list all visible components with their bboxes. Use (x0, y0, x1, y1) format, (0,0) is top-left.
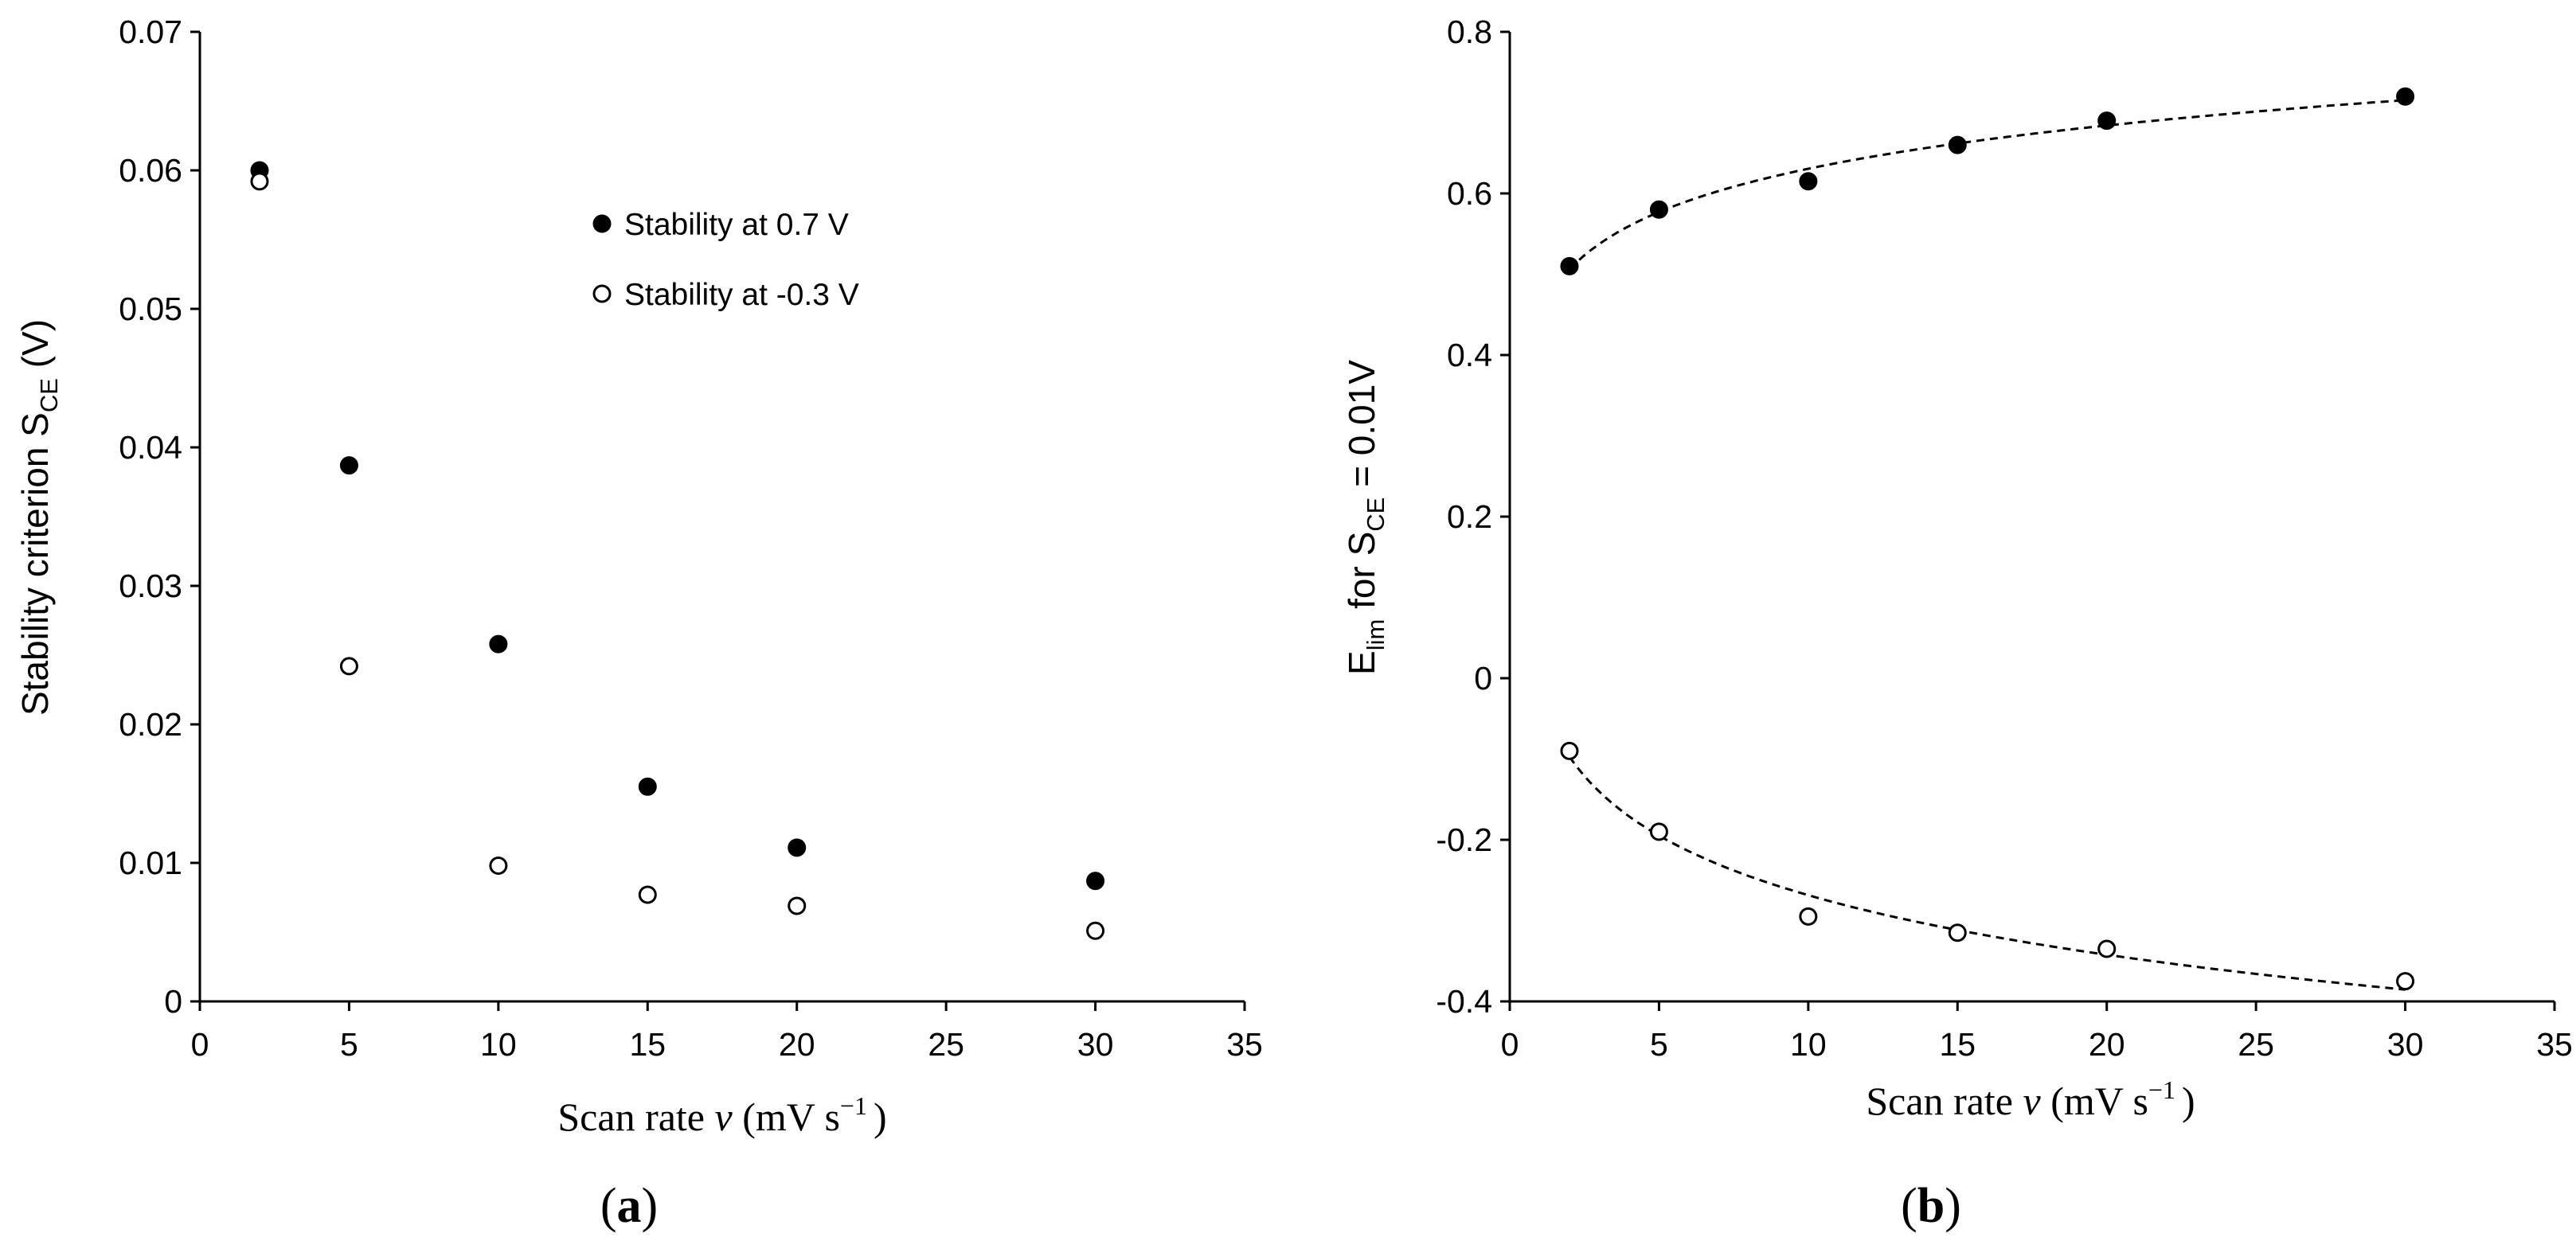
panel-a-x-ticks: 0 5 10 15 20 25 30 35 (191, 1001, 1263, 1063)
panel-b-x-label: Scan rate ν (mV s−1) (1866, 1075, 2195, 1123)
x-tick-label: 5 (340, 1026, 358, 1063)
x-tick-label: 15 (1939, 1026, 1976, 1063)
panel-b-caption: (b) (1901, 1179, 1961, 1233)
panel-a-legend: Stability at 0.7 V Stability at -0.3 V (592, 208, 859, 312)
data-point-filled (339, 456, 358, 475)
data-point-open (1799, 907, 1818, 926)
x-tick-label: 25 (928, 1026, 964, 1063)
y-tick-label: 0 (1474, 660, 1492, 697)
panel-a: 0 0.01 0.02 0.03 0.04 0.05 0.06 0.07 0 5 10 15 20 25… (14, 14, 1263, 1233)
y-tick-label: 0.06 (119, 152, 182, 189)
panel-b-markers (1560, 87, 2415, 991)
data-point-open (489, 856, 508, 875)
y-tick-label: 0.01 (119, 845, 182, 881)
panel-a-markers (250, 161, 1105, 940)
y-tick-label: 0.6 (1447, 175, 1492, 212)
data-point-filled (489, 634, 508, 654)
panel-b-y-label: Elim for SCE = 0.01V (1341, 360, 1390, 675)
y-tick-label: 0.03 (119, 568, 182, 604)
x-tick-label: 0 (1501, 1026, 1519, 1063)
data-point-filled (1649, 200, 1668, 219)
x-tick-label: 30 (1077, 1026, 1114, 1063)
data-point-filled (2396, 87, 2415, 106)
y-tick-label: 0.8 (1447, 14, 1492, 50)
data-point-filled (638, 777, 657, 796)
x-tick-label: 35 (1226, 1026, 1263, 1063)
legend-entry-1: Stability at -0.3 V (624, 278, 859, 312)
panel-b-trendlines (1568, 99, 2406, 991)
x-tick-label: 35 (2536, 1026, 2573, 1063)
x-tick-label: 15 (629, 1026, 666, 1063)
x-tick-label: 30 (2387, 1026, 2424, 1063)
legend-marker-filled (592, 214, 612, 233)
y-tick-label: 0.07 (119, 14, 182, 50)
legend-entry-0: Stability at 0.7 V (624, 208, 849, 242)
data-point-open (250, 172, 269, 191)
y-tick-label: 0.05 (119, 291, 182, 327)
data-point-open (788, 896, 807, 915)
legend-marker-open (592, 284, 612, 303)
x-tick-label: 25 (2238, 1026, 2274, 1063)
y-tick-label: 0.04 (119, 429, 182, 466)
data-point-open (1560, 741, 1579, 760)
panel-b-x-ticks: 0 5 10 15 20 25 30 35 (1501, 1001, 2573, 1063)
data-point-filled (2097, 111, 2117, 131)
data-point-open (638, 885, 657, 904)
x-tick-label: 20 (779, 1026, 815, 1063)
x-tick-label: 0 (191, 1026, 209, 1063)
data-point-filled (1086, 872, 1105, 891)
data-point-open (1086, 921, 1105, 940)
panel-a-y-ticks: 0 0.01 0.02 0.03 0.04 0.05 0.06 0.07 (119, 14, 200, 1020)
panel-a-caption: (a) (600, 1179, 658, 1233)
data-point-filled (788, 838, 807, 857)
x-tick-label: 20 (2089, 1026, 2125, 1063)
data-point-open (339, 657, 358, 676)
data-point-open (1948, 923, 1967, 942)
data-point-filled (1560, 256, 1579, 275)
y-tick-label: 0.02 (119, 706, 182, 743)
data-point-open (2396, 972, 2415, 991)
data-point-filled (1948, 135, 1967, 154)
y-tick-label: 0 (164, 983, 182, 1020)
x-tick-label: 10 (480, 1026, 517, 1063)
panel-a-y-label: Stability criterion SCE (V) (14, 319, 63, 716)
data-point-open (1649, 822, 1668, 841)
trendline-lower (1568, 755, 2406, 991)
data-point-filled (1799, 172, 1818, 191)
y-tick-label: -0.4 (1436, 983, 1492, 1020)
y-tick-label: 0.2 (1447, 498, 1492, 535)
y-tick-label: -0.2 (1436, 821, 1492, 858)
panel-b: -0.4 -0.2 0 0.2 0.4 0.6 0.8 0 5 10 15 20 25 30 35 Sca… (1341, 14, 2573, 1233)
panel-a-x-label: Scan rate ν (mV s−1) (557, 1091, 886, 1139)
x-tick-label: 5 (1650, 1026, 1668, 1063)
y-tick-label: 0.4 (1447, 337, 1492, 373)
x-tick-label: 10 (1790, 1026, 1827, 1063)
data-point-open (2097, 939, 2117, 958)
trendline-upper (1568, 99, 2406, 271)
panel-b-y-ticks: -0.4 -0.2 0 0.2 0.4 0.6 0.8 (1436, 14, 1510, 1020)
